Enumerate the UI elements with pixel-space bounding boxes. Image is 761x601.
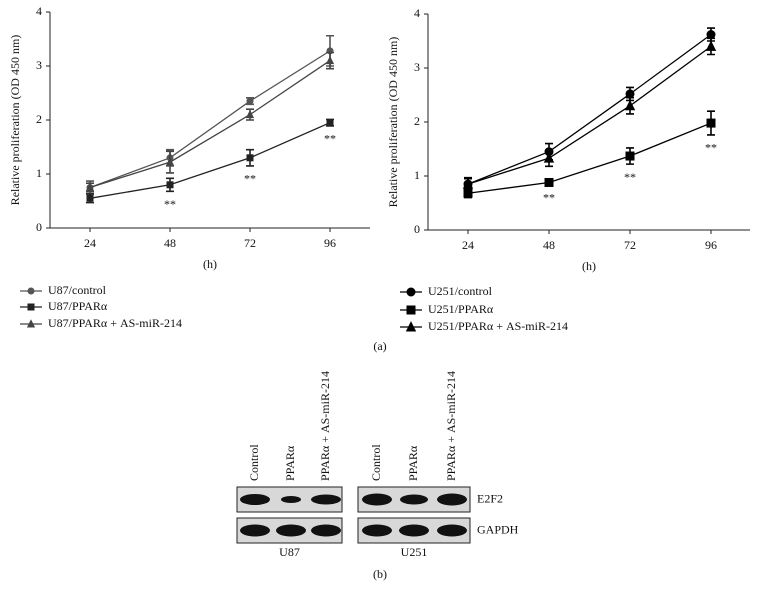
marker: [625, 89, 635, 99]
y-tick-label: 3: [414, 60, 420, 74]
x-tick-label: 96: [705, 238, 717, 252]
x-axis-label: (h): [582, 259, 596, 273]
legend-label: U251/PPARα + AS-miR-214: [428, 319, 568, 333]
marker: [325, 55, 335, 65]
series-line: [467, 33, 712, 185]
legend-label: U251/control: [428, 284, 493, 298]
annotation: **: [624, 170, 636, 184]
lane-label: PPARα + AS-miR-214: [444, 371, 458, 481]
series-line: [89, 122, 331, 199]
y-tick-label: 1: [414, 168, 420, 182]
y-axis-label: Relative proliferation (OD 450 nm): [386, 37, 400, 208]
marker: [462, 178, 474, 189]
lane-label: Control: [247, 444, 261, 481]
legend-label: U87/PPARα: [48, 299, 108, 313]
series-line: [467, 122, 712, 194]
y-tick-label: 0: [414, 222, 420, 236]
y-axis-label: Relative proliferation (OD 450 nm): [8, 35, 22, 206]
series-line: [467, 45, 712, 185]
marker: [326, 119, 334, 127]
row-label: GAPDH: [477, 522, 519, 536]
legend-marker: [27, 287, 35, 295]
annotation: **: [705, 141, 717, 155]
y-tick-label: 4: [414, 6, 420, 20]
x-tick-label: 24: [84, 236, 96, 250]
marker: [246, 97, 254, 105]
legend-marker: [27, 303, 35, 311]
legend-marker: [406, 287, 416, 297]
y-tick-label: 3: [36, 58, 42, 72]
annotation: **: [244, 172, 256, 186]
marker: [165, 157, 175, 166]
x-tick-label: 48: [164, 236, 176, 250]
marker: [706, 118, 716, 128]
legend-marker: [405, 321, 417, 332]
legend-label: U87/PPARα + AS-miR-214: [48, 316, 182, 330]
marker: [85, 182, 95, 191]
blot-band: [311, 494, 341, 505]
legend-label: U87/control: [48, 283, 107, 297]
blot-band: [240, 494, 270, 505]
y-tick-label: 0: [36, 220, 42, 234]
series-line: [89, 50, 331, 189]
group-label: U87: [279, 545, 300, 559]
blot-band: [276, 524, 306, 537]
marker: [543, 152, 555, 163]
blot-band: [437, 524, 467, 537]
marker: [86, 194, 94, 202]
y-tick-label: 2: [36, 112, 42, 126]
marker: [544, 177, 554, 187]
legend-marker: [406, 305, 416, 315]
panel-label: (a): [373, 339, 386, 353]
x-tick-label: 48: [543, 238, 555, 252]
x-axis-label: (h): [203, 257, 217, 271]
group-label: U251: [401, 545, 428, 559]
lane-label: PPARα: [406, 445, 420, 481]
marker: [245, 109, 255, 119]
marker: [706, 30, 716, 40]
marker: [624, 99, 636, 111]
y-tick-label: 4: [36, 4, 42, 18]
x-tick-label: 24: [462, 238, 474, 252]
x-tick-label: 96: [324, 236, 336, 250]
row-label: E2F2: [477, 491, 503, 505]
lane-label: PPARα + AS-miR-214: [318, 371, 332, 481]
blot-band: [362, 524, 392, 537]
blot-band: [362, 493, 392, 506]
x-tick-label: 72: [624, 238, 636, 252]
annotation: **: [324, 132, 336, 146]
annotation: **: [164, 197, 176, 211]
panel-label: (b): [373, 567, 387, 581]
annotation: **: [543, 190, 555, 204]
blot-band: [400, 494, 428, 505]
marker: [625, 151, 635, 161]
y-tick-label: 1: [36, 166, 42, 180]
marker: [166, 181, 174, 189]
lane-label: PPARα: [283, 445, 297, 481]
blot-band: [311, 524, 341, 537]
lane-label: Control: [369, 444, 383, 481]
marker: [246, 154, 254, 162]
blot-band: [281, 496, 301, 503]
marker: [463, 188, 473, 198]
blot-band: [240, 524, 270, 537]
marker: [705, 40, 717, 51]
y-tick-label: 2: [414, 114, 420, 128]
legend-label: U251/PPARα: [428, 302, 494, 316]
blot-band: [399, 524, 429, 537]
x-tick-label: 72: [244, 236, 256, 250]
legend-marker: [26, 319, 36, 328]
series-line: [89, 60, 331, 189]
blot-band: [437, 493, 467, 506]
